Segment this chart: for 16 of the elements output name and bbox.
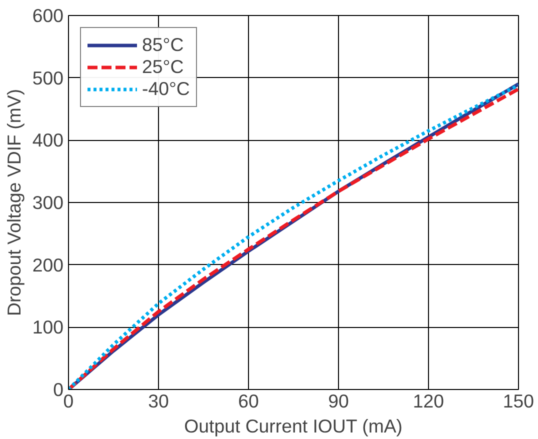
x-tick-label: 120 — [412, 390, 444, 412]
y-tick-label: 200 — [32, 254, 64, 276]
legend-label: 85°C — [142, 34, 184, 56]
legend-label: -40°C — [142, 78, 190, 100]
y-tick-label: 400 — [32, 130, 64, 151]
y-tick-label: 600 — [32, 5, 64, 26]
x-axis-title: Output Current IOUT (mA) — [184, 416, 403, 436]
y-tick-label: 100 — [32, 316, 64, 338]
y-axis-title: Dropout Voltage VDIF (mV) — [3, 88, 24, 316]
legend-label: 25°C — [142, 56, 184, 78]
x-tick-label: 60 — [238, 390, 259, 412]
x-tick-label: 30 — [148, 390, 169, 412]
x-tick-label: 90 — [328, 390, 349, 412]
x-tick-label: 150 — [502, 390, 534, 412]
y-tick-label: 500 — [32, 67, 64, 88]
y-tick-label: 300 — [32, 192, 64, 213]
